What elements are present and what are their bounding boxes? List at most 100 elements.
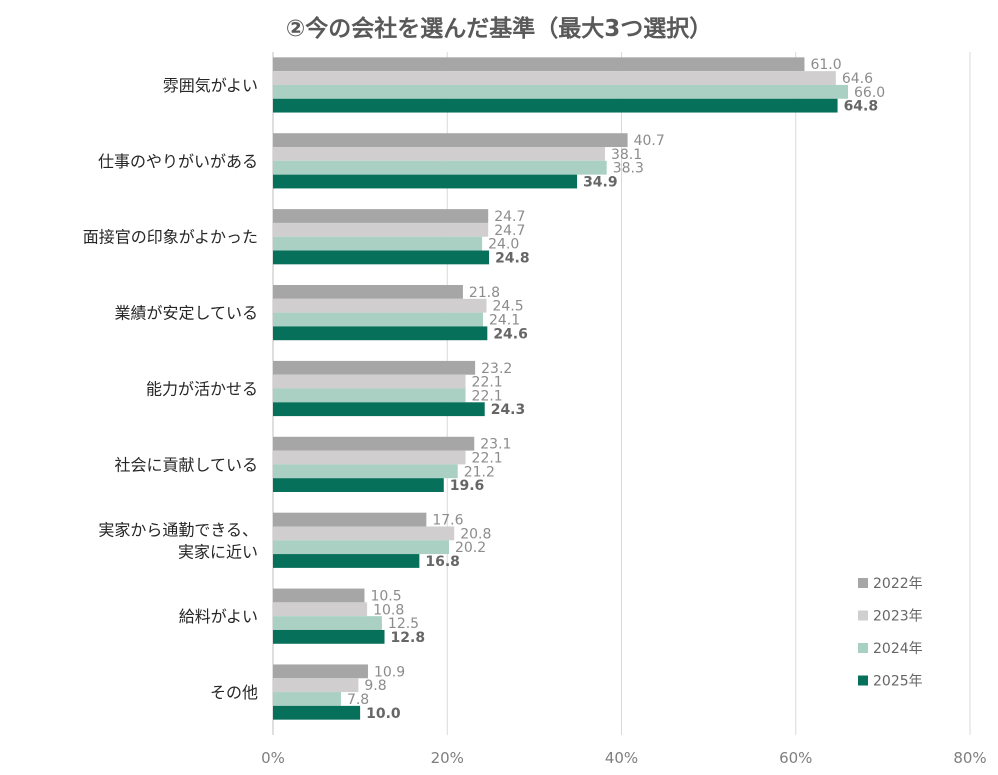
data-label: 22.1 [472, 375, 503, 391]
legend: 2022年 2023年 2024年 2025年 [858, 576, 923, 690]
data-label: 9.8 [364, 678, 386, 694]
data-label: 10.0 [366, 706, 401, 722]
bar [273, 554, 420, 568]
bar [273, 478, 444, 492]
x-axis-ticks: 0% 20% 40% 60% 80% [261, 749, 987, 767]
bar [273, 285, 463, 299]
legend-swatch [858, 610, 868, 621]
bar [273, 664, 368, 679]
data-label: 66.0 [854, 85, 885, 101]
data-label: 38.1 [611, 147, 642, 163]
data-label: 20.8 [460, 526, 491, 542]
category-label: 給料がよい [179, 607, 258, 626]
bar [273, 326, 488, 341]
data-label: 7.8 [347, 692, 369, 708]
bar [273, 616, 382, 630]
data-label: 24.5 [492, 299, 523, 315]
data-label: 21.2 [464, 464, 495, 480]
data-label: 23.1 [480, 437, 511, 453]
data-label: 24.8 [495, 250, 530, 266]
bar [273, 222, 489, 237]
bar [273, 133, 628, 148]
x-tick-label: 60% [779, 749, 812, 767]
bar [273, 98, 838, 113]
bar [273, 57, 805, 72]
bar [273, 298, 487, 313]
x-tick-label: 40% [605, 749, 638, 767]
bar [273, 84, 849, 99]
data-label: 10.8 [373, 602, 404, 618]
legend-swatch [858, 675, 868, 686]
bar [273, 160, 607, 175]
bar [273, 540, 449, 555]
data-label: 23.2 [481, 361, 512, 377]
data-label: 16.8 [425, 554, 460, 570]
legend-swatch [858, 578, 868, 588]
bar [273, 174, 578, 189]
x-tick-label: 0% [261, 749, 285, 767]
data-label: 21.8 [469, 285, 500, 301]
category-label: その他 [210, 683, 258, 702]
data-label: 24.3 [491, 402, 526, 418]
data-label: 12.5 [388, 616, 419, 632]
data-label: 24.6 [493, 326, 528, 342]
data-label: 40.7 [634, 133, 665, 149]
bar [273, 236, 483, 251]
data-label: 61.0 [810, 57, 841, 73]
data-label: 22.1 [472, 450, 503, 466]
data-label: 12.8 [391, 630, 426, 646]
bar [273, 588, 365, 603]
data-label: 64.8 [844, 99, 879, 115]
bar [273, 388, 466, 403]
bar [273, 71, 836, 85]
category-label: 業績が安定している [114, 304, 258, 323]
chart-title: ②今の会社を選んだ基準（最大3つ選択） [286, 15, 712, 42]
x-tick-label: 20% [431, 749, 464, 767]
legend-label: 2025年 [873, 674, 923, 690]
category-label: 社会に貢献している [114, 455, 258, 474]
data-label: 24.0 [488, 237, 519, 253]
data-label: 19.6 [450, 478, 485, 494]
bar [273, 250, 490, 265]
data-label: 22.1 [472, 388, 503, 404]
bar [273, 512, 427, 527]
data-label: 24.7 [494, 223, 525, 239]
bar [273, 464, 458, 479]
category-label: 雰囲気がよい [163, 76, 258, 95]
bar [273, 692, 341, 706]
category-label: 仕事のやりがいがある [98, 152, 258, 171]
data-label: 38.3 [613, 161, 644, 177]
x-tick-label: 80% [953, 749, 986, 767]
bar [273, 436, 475, 451]
data-label: 20.2 [455, 540, 486, 556]
bar [273, 402, 485, 417]
data-label: 10.5 [370, 588, 401, 604]
bars [273, 57, 849, 720]
bar [273, 374, 466, 389]
legend-label: 2022年 [873, 576, 923, 592]
legend-swatch [858, 643, 868, 653]
bar [273, 678, 359, 693]
bar [273, 147, 605, 161]
bar [273, 526, 455, 541]
category-label: 面接官の印象がよかった [83, 228, 258, 247]
category-label: 実家から通勤できる、実家に近い [98, 520, 258, 561]
bar [273, 602, 368, 617]
data-label: 64.6 [842, 71, 873, 87]
data-label: 24.1 [489, 313, 520, 329]
bar [273, 209, 489, 223]
bar [273, 705, 361, 720]
bar [273, 312, 483, 327]
bar [273, 360, 476, 375]
data-label: 10.9 [374, 664, 405, 680]
data-label: 34.9 [583, 175, 618, 191]
category-label: 能力が活かせる [146, 380, 258, 399]
data-label: 24.7 [494, 209, 525, 225]
data-labels: 61.064.666.064.8 40.738.138.334.9 24.724.7… [347, 57, 885, 722]
bar [273, 629, 385, 644]
legend-label: 2023年 [873, 609, 923, 625]
data-label: 17.6 [432, 513, 463, 529]
legend-label: 2024年 [873, 641, 923, 657]
category-labels: 雰囲気がよい仕事のやりがいがある面接官の印象がよかった業績が安定している能力が活… [83, 76, 258, 702]
